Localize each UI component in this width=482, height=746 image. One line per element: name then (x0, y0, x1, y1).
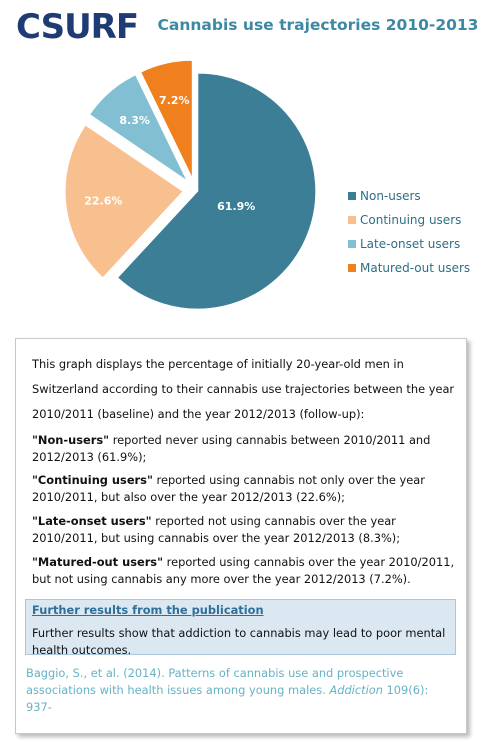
description: reported not using cannabis over the yea… (32, 514, 401, 545)
legend-swatch (348, 240, 356, 248)
item: "Matured-out users" reported using canna… (32, 554, 457, 588)
chart-title: Cannabis use trajectories 2010-2013 (158, 16, 479, 34)
legend-swatch (348, 192, 356, 200)
pie-slice (140, 59, 193, 179)
journal: Addiction (329, 683, 383, 697)
further-title: Further results from the publication (32, 603, 264, 617)
text-box (15, 338, 467, 734)
citation-text: Baggio, S., et al. (2014). Patterns of c… (26, 666, 404, 697)
data-label: 8.3% (119, 114, 150, 127)
citation-text: 109(6): 937- (26, 683, 429, 714)
pie-slice (88, 74, 189, 183)
further-body: Further results show that addiction to c… (32, 626, 446, 657)
intro: This graph displays the percentage of in… (32, 357, 455, 421)
citation: Baggio, S., et al. (2014). Patterns of c… (26, 665, 456, 716)
legend-label: Matured-out users (360, 261, 470, 275)
legend-swatch (348, 264, 356, 272)
data-label: 7.2% (159, 94, 190, 107)
legend-label: Non-users (360, 189, 421, 203)
data-label: 61.9% (217, 200, 255, 213)
description: reported never using cannabis between 20… (32, 433, 431, 464)
term: "Non-users" (32, 433, 110, 447)
description: reported using cannabis over the year 20… (32, 555, 455, 586)
further-box (25, 599, 456, 655)
item: "Non-users" reported never using cannabi… (32, 432, 457, 466)
logo: CSURF (16, 7, 138, 47)
term: "Continuing users" (32, 473, 153, 487)
pie-slice (64, 124, 184, 279)
data-label: 22.6% (84, 194, 122, 207)
legend-label: Late-onset users (360, 237, 460, 251)
item: "Continuing users" reported using cannab… (32, 472, 457, 506)
term: "Matured-out users" (32, 555, 164, 569)
description: reported using cannabis not only over th… (32, 473, 425, 504)
item: "Late-onset users" reported not using ca… (32, 513, 457, 547)
pie-slice (116, 72, 317, 310)
term: "Late-onset users" (32, 514, 152, 528)
chart: CSURF Cannabis use trajectories 2010-201… (16, 7, 479, 310)
legend-swatch (348, 216, 356, 224)
legend-label: Continuing users (360, 213, 461, 227)
